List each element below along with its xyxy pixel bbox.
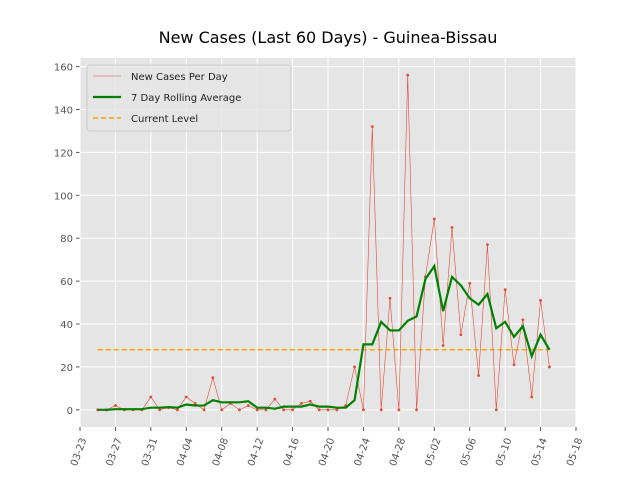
data-point bbox=[432, 217, 436, 221]
x-tick-label: 05-10 bbox=[494, 437, 514, 468]
x-tick-label: 04-12 bbox=[246, 437, 266, 468]
data-point bbox=[362, 408, 365, 412]
data-point bbox=[379, 408, 383, 412]
data-point bbox=[415, 408, 418, 412]
x-tick-label: 04-24 bbox=[353, 437, 373, 468]
data-point bbox=[406, 73, 410, 77]
data-point bbox=[512, 363, 516, 367]
data-point bbox=[246, 404, 250, 407]
data-point bbox=[503, 288, 507, 292]
x-tick-label: 05-06 bbox=[459, 437, 479, 468]
data-point bbox=[211, 376, 215, 380]
x-tick-label: 03-31 bbox=[140, 437, 160, 468]
y-tick-label: 120 bbox=[54, 148, 73, 159]
data-point bbox=[308, 399, 312, 403]
data-point bbox=[335, 408, 339, 412]
data-point bbox=[238, 408, 241, 412]
data-point bbox=[255, 408, 259, 412]
y-tick-label: 20 bbox=[60, 363, 73, 374]
data-point bbox=[317, 408, 321, 412]
data-point bbox=[468, 281, 472, 285]
legend-label: 7 Day Rolling Average bbox=[131, 93, 241, 104]
y-tick-label: 80 bbox=[60, 234, 73, 245]
data-point bbox=[273, 397, 277, 401]
data-point bbox=[530, 395, 534, 399]
x-tick-label: 05-14 bbox=[530, 437, 550, 468]
chart-title: New Cases (Last 60 Days) - Guinea-Bissau bbox=[159, 28, 498, 47]
x-tick-label: 04-28 bbox=[388, 437, 408, 468]
data-point bbox=[441, 344, 445, 347]
data-point bbox=[193, 402, 197, 405]
x-tick-label: 04-04 bbox=[175, 437, 195, 468]
data-point bbox=[548, 365, 551, 369]
y-tick-label: 160 bbox=[54, 63, 73, 74]
data-point bbox=[521, 318, 525, 322]
series-line bbox=[97, 75, 550, 411]
data-point bbox=[486, 243, 489, 247]
series-line bbox=[97, 263, 551, 411]
data-point bbox=[149, 395, 153, 399]
x-tick-label: 04-20 bbox=[317, 437, 337, 468]
data-point bbox=[220, 408, 224, 412]
y-tick-label: 40 bbox=[60, 320, 73, 331]
data-point bbox=[300, 402, 303, 405]
x-tick-label: 03-27 bbox=[105, 437, 125, 468]
data-point bbox=[450, 226, 454, 229]
y-tick-label: 140 bbox=[54, 105, 73, 116]
data-point bbox=[539, 299, 542, 302]
data-point bbox=[158, 408, 162, 412]
data-point bbox=[282, 408, 286, 412]
y-tick-label: 60 bbox=[60, 277, 73, 288]
legend-label: Current Level bbox=[131, 114, 198, 125]
x-tick-label: 04-16 bbox=[282, 437, 302, 468]
data-point bbox=[370, 125, 374, 129]
data-point bbox=[459, 333, 463, 337]
data-point bbox=[326, 408, 330, 412]
y-tick-label: 0 bbox=[67, 406, 73, 417]
legend-box bbox=[86, 64, 292, 132]
data-point bbox=[353, 365, 356, 369]
data-point bbox=[202, 408, 206, 412]
data-point bbox=[264, 408, 268, 412]
data-point bbox=[494, 408, 498, 412]
y-tick-label: 100 bbox=[54, 191, 73, 202]
data-point bbox=[184, 395, 188, 399]
data-point bbox=[114, 404, 117, 407]
x-tick-label: 04-08 bbox=[211, 437, 231, 468]
data-point bbox=[176, 408, 179, 412]
data-point bbox=[291, 408, 294, 412]
data-point bbox=[477, 374, 480, 377]
x-tick-label: 03-23 bbox=[69, 437, 89, 468]
data-point bbox=[397, 408, 401, 412]
x-tick-label: 05-02 bbox=[423, 437, 443, 468]
legend-label: New Cases Per Day bbox=[131, 72, 228, 83]
data-point bbox=[388, 296, 392, 300]
x-tick-label: 05-18 bbox=[565, 437, 585, 468]
